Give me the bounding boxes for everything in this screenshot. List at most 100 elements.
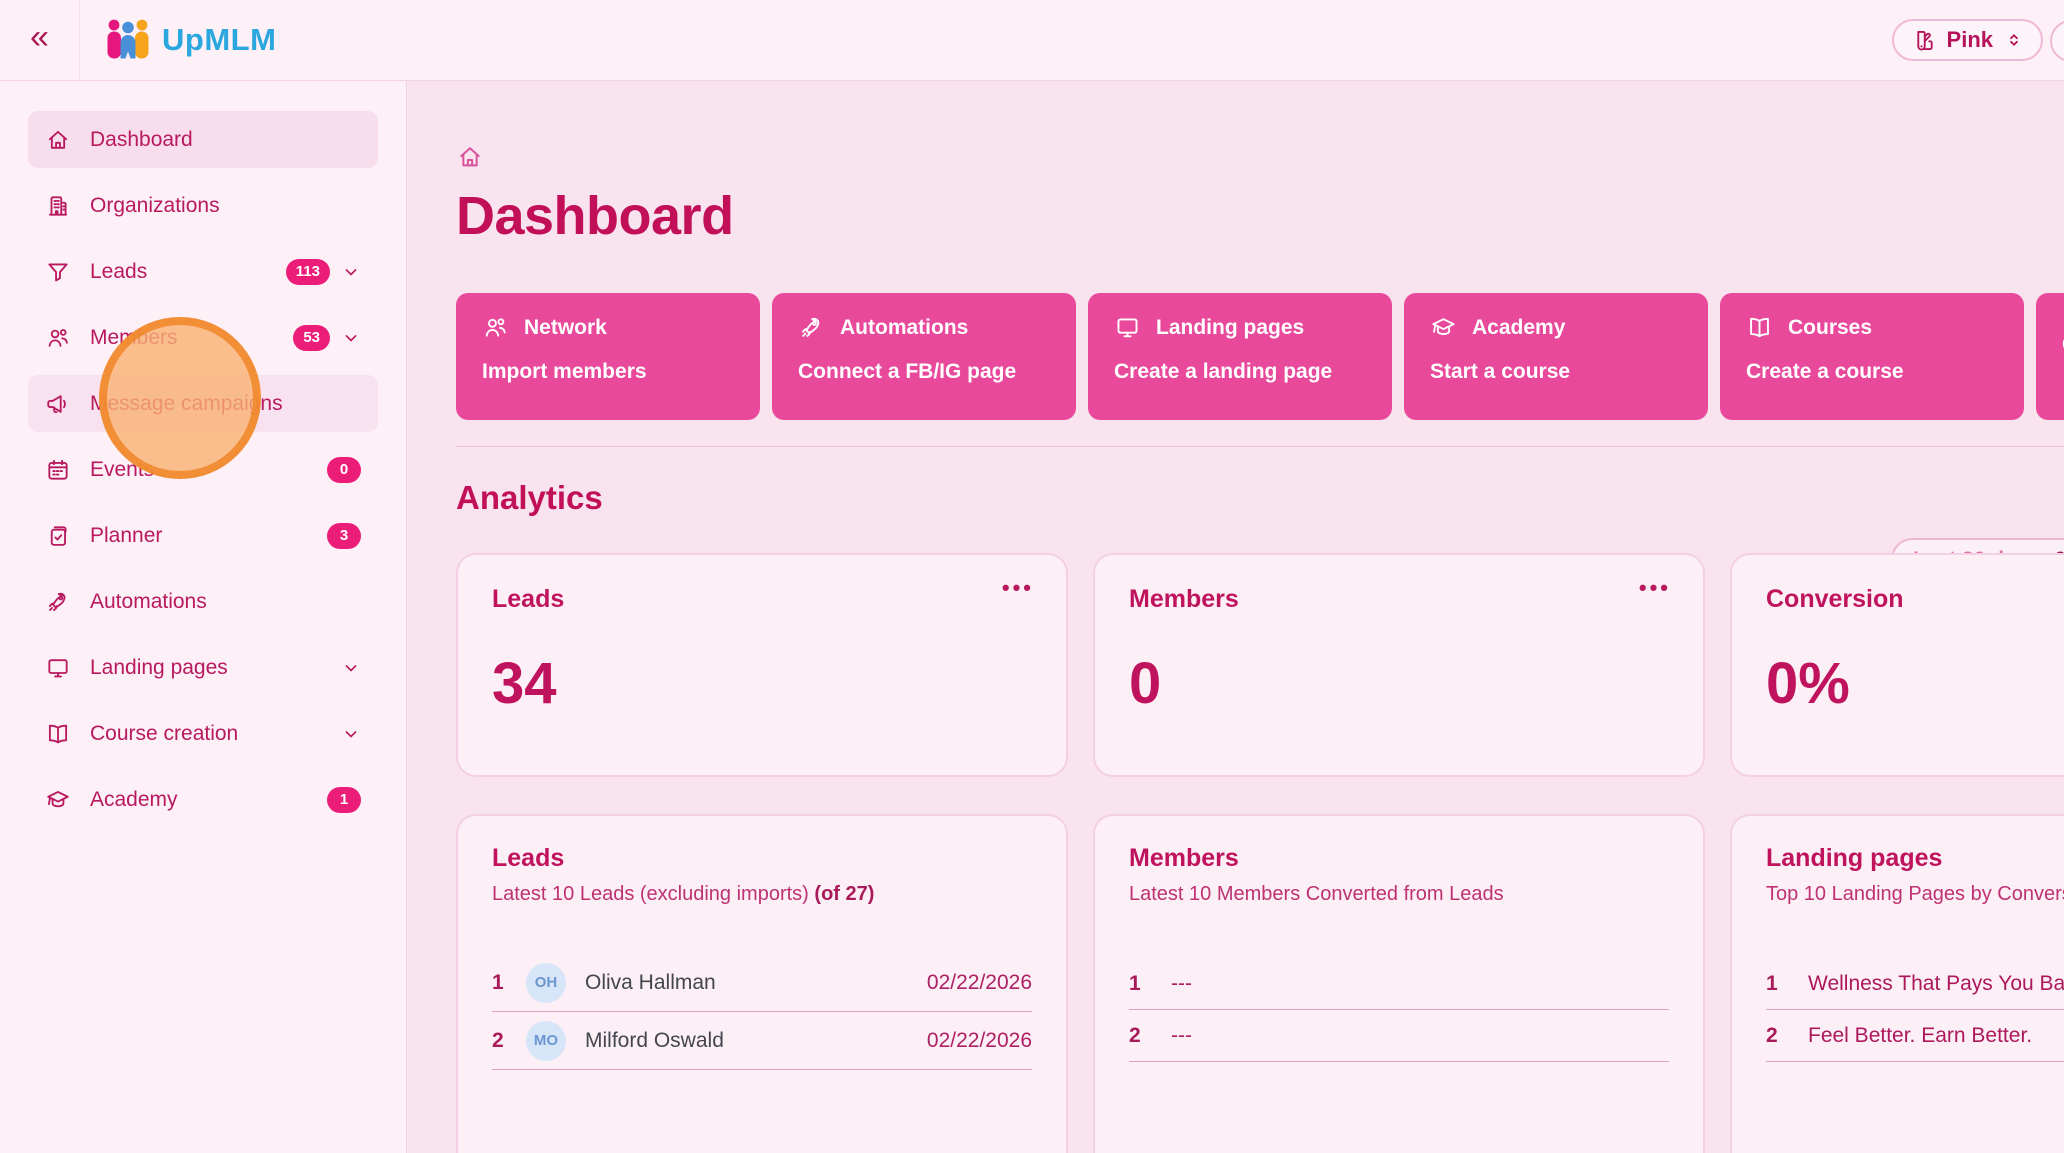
sidebar-item-academy[interactable]: Academy 1 [28, 771, 378, 828]
quick-action-title: Courses [1788, 315, 1873, 339]
sidebar-item-planner[interactable]: Planner 3 [28, 507, 378, 564]
sidebar-item-label: Dashboard [90, 127, 193, 151]
sidebar-item-label: Members [90, 325, 178, 349]
main-content: Dashboard Network Import members [407, 81, 2064, 1153]
sidebar-item-label: Course creation [90, 721, 239, 745]
quick-action-subtitle: C [2062, 333, 2064, 357]
quick-action-subtitle: Connect a FB/IG page [798, 360, 1017, 383]
rocket-icon [798, 314, 825, 341]
leads-count-badge: 113 [285, 258, 330, 285]
stat-card-members: Members ••• 0 [1093, 553, 1705, 777]
breadcrumb-home-icon[interactable] [456, 143, 484, 171]
avatar: OH [526, 962, 566, 1003]
member-row[interactable]: 2 --- [1129, 1010, 1669, 1062]
quick-action-academy[interactable]: Academy Start a course [1404, 293, 1708, 420]
quick-actions-row: Network Import members Automat [456, 293, 2064, 420]
stat-title: Conversion [1766, 585, 1904, 613]
quick-action-subtitle: Start a course [1430, 360, 1571, 383]
sidebar-item-label: Leads [90, 259, 148, 283]
list-title: Landing pages [1766, 844, 1943, 872]
top-bar: « UpMLM [0, 0, 2064, 81]
color-swatches-icon [1911, 28, 1936, 53]
quick-action-landing-pages[interactable]: Landing pages Create a landing page [1088, 293, 1392, 420]
stat-title: Leads [492, 585, 565, 613]
lead-date: 02/22/2026 [926, 970, 1032, 994]
sidebar-item-members[interactable]: Members 53 [28, 309, 378, 366]
chevron-down-icon[interactable] [341, 262, 361, 282]
quick-action-automations[interactable]: Automations Connect a FB/IG page [772, 293, 1076, 420]
sidebar-nav: Dashboard Organizations [0, 81, 407, 1153]
logo-people-icon [104, 14, 152, 67]
list-card-leads: Leads Latest 10 Leads (excluding imports… [456, 814, 1068, 1153]
sidebar-item-dashboard[interactable]: Dashboard [28, 111, 378, 168]
building-icon [45, 193, 71, 219]
monitor-icon [45, 655, 71, 681]
row-number: 2 [492, 1028, 504, 1052]
quick-action-clipped[interactable]: C [2036, 293, 2064, 420]
quick-action-title: Academy [1472, 315, 1566, 339]
book-icon [1746, 314, 1773, 341]
quick-action-courses[interactable]: Courses Create a course [1720, 293, 2024, 420]
chevron-down-icon[interactable] [341, 658, 361, 678]
theme-selector-value: Pink [1946, 27, 1993, 52]
sidebar-item-events[interactable]: Events 0 [28, 441, 378, 498]
chevron-down-icon[interactable] [341, 724, 361, 744]
sidebar-collapse-area: « [0, 0, 80, 80]
sidebar-item-organizations[interactable]: Organizations [28, 177, 378, 234]
list-title: Members [1129, 844, 1239, 872]
home-icon [45, 127, 71, 153]
lead-row[interactable]: 2 MO Milford Oswald 02/22/2026 [492, 1012, 1032, 1070]
row-number: 2 [1766, 1023, 1778, 1047]
people-icon [45, 325, 71, 351]
academy-count-badge: 1 [327, 786, 361, 813]
landing-page-row[interactable]: 2 Feel Better. Earn Better. [1766, 1010, 2064, 1062]
landing-page-row[interactable]: 1 Wellness That Pays You Back [1766, 958, 2064, 1010]
member-row[interactable]: 1 --- [1129, 958, 1669, 1010]
member-name: --- [1171, 1023, 1192, 1047]
list-card-members: Members Latest 10 Members Converted from… [1093, 814, 1705, 1153]
lead-date: 02/22/2026 [926, 1028, 1032, 1052]
lead-row[interactable]: 1 OH Oliva Hallman 02/22/2026 [492, 954, 1032, 1012]
chevron-up-down-icon [2004, 30, 2024, 50]
avatar: MO [526, 1020, 566, 1061]
ellipsis-menu-icon[interactable]: ••• [1001, 575, 1034, 600]
quick-action-title: Landing pages [1156, 315, 1305, 339]
section-divider [456, 446, 2064, 447]
graduation-cap-icon [1430, 314, 1457, 341]
ellipsis-menu-icon[interactable]: ••• [1638, 575, 1671, 600]
stat-value: 0 [1129, 651, 1162, 716]
quick-action-title: Automations [840, 315, 969, 339]
collapse-sidebar-icon[interactable]: « [30, 18, 49, 56]
sidebar-item-message-campaigns[interactable]: Message campaigns [28, 375, 378, 432]
sidebar-item-leads[interactable]: Leads 113 [28, 243, 378, 300]
quick-action-subtitle: Create a landing page [1114, 360, 1333, 383]
list-card-landing-pages: Landing pages Top 10 Landing Pages by Co… [1730, 814, 2064, 1153]
chevron-down-icon[interactable] [341, 328, 361, 348]
row-number: 1 [1766, 971, 1778, 995]
theme-selector-button[interactable]: Pink [1891, 19, 2043, 61]
sidebar-item-course-creation[interactable]: Course creation [28, 705, 378, 762]
quick-action-title: Network [524, 315, 607, 339]
quick-action-network[interactable]: Network Import members [456, 293, 760, 420]
page-title: Dashboard [456, 186, 734, 246]
row-number: 2 [1129, 1023, 1141, 1047]
landing-page-name: Feel Better. Earn Better. [1808, 1023, 2033, 1047]
rocket-icon [45, 589, 71, 615]
stats-row: Leads ••• 34 Members ••• 0 Conversion 0% [456, 553, 2064, 777]
lead-name: Oliva Hallman [585, 970, 716, 994]
sidebar-item-automations[interactable]: Automations [28, 573, 378, 630]
quick-action-subtitle: Create a course [1746, 360, 1904, 383]
megaphone-icon [45, 391, 71, 417]
stat-card-leads: Leads ••• 34 [456, 553, 1068, 777]
row-number: 1 [492, 970, 504, 994]
monitor-icon [1114, 314, 1141, 341]
sidebar-item-label: Automations [90, 589, 207, 613]
app-logo: UpMLM [104, 14, 276, 67]
quick-action-subtitle: Import members [482, 360, 647, 383]
list-subtitle: Latest 10 Members Converted from Leads [1129, 883, 1504, 905]
secondary-header-button[interactable] [2050, 20, 2064, 62]
funnel-icon [45, 259, 71, 285]
planner-icon [45, 523, 71, 549]
sidebar-item-landing-pages[interactable]: Landing pages [28, 639, 378, 696]
